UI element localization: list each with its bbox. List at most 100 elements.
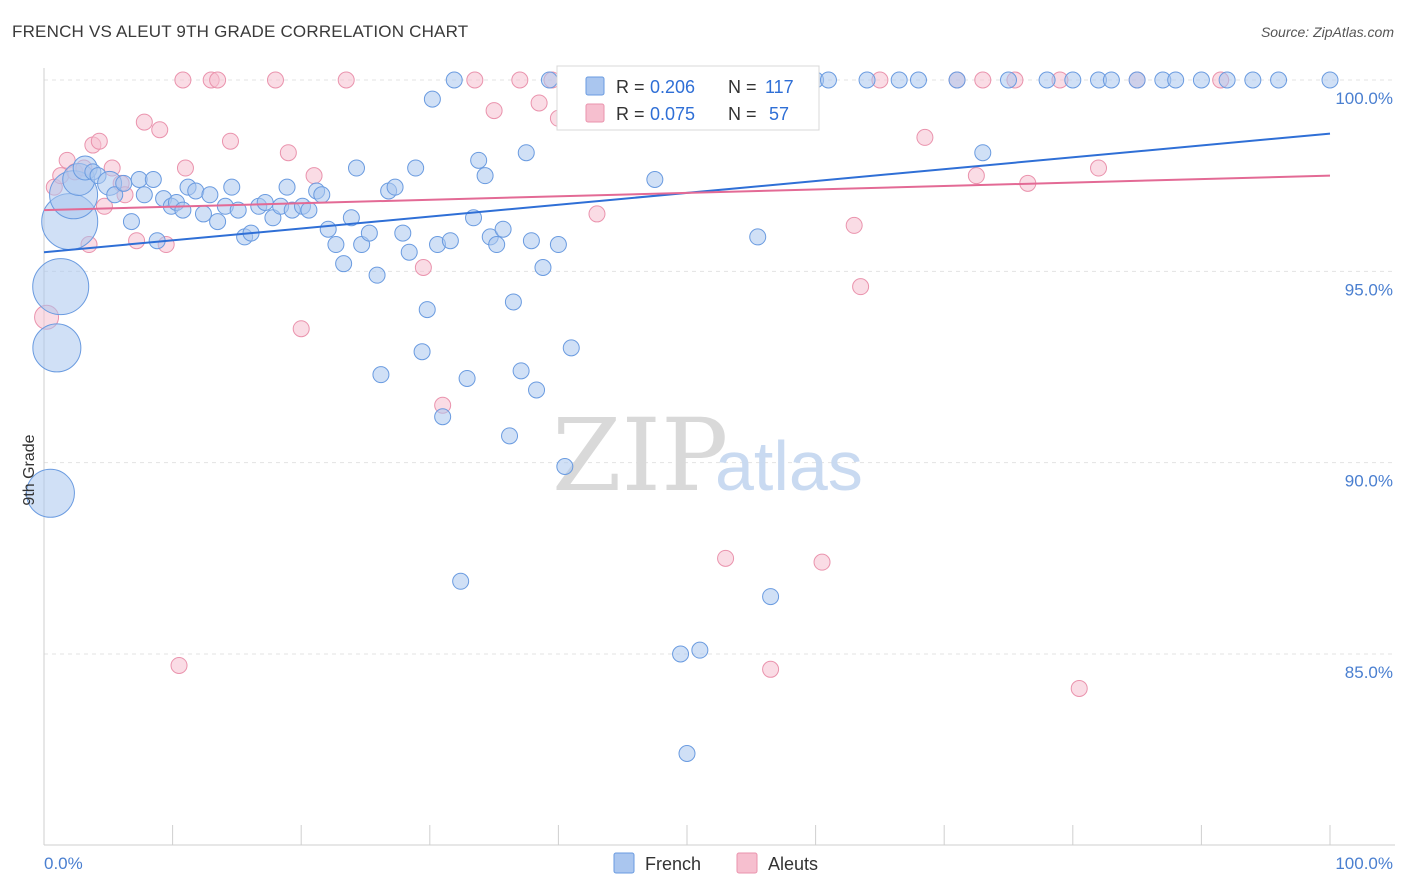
legend-swatch-french — [585, 76, 605, 96]
french-point — [1102, 71, 1120, 89]
aleuts-point — [1090, 159, 1108, 177]
legend-r-value-french: 0.206 — [650, 77, 695, 97]
french-point — [32, 323, 82, 373]
french-point — [1270, 71, 1288, 89]
french-point — [418, 301, 436, 319]
watermark-atlas: atlas — [715, 427, 863, 505]
french-point — [691, 641, 709, 659]
french-point — [1321, 71, 1339, 89]
y-tick-label: 95.0% — [1345, 280, 1393, 299]
french-point — [646, 170, 664, 188]
french-point — [342, 209, 360, 227]
aleuts-point — [95, 197, 113, 215]
aleuts-point — [974, 71, 992, 89]
series-legend: French Aleuts — [613, 852, 818, 874]
french-point — [890, 71, 908, 89]
french-point — [819, 71, 837, 89]
french-point — [749, 228, 767, 246]
aleuts-point — [813, 553, 831, 571]
french-point — [1218, 71, 1236, 89]
aleuts-point — [174, 71, 192, 89]
aleuts-point — [170, 656, 188, 674]
french-point — [441, 232, 459, 250]
french-point — [135, 186, 153, 204]
legend-r-label-french: R = — [616, 77, 645, 97]
grid-lines — [44, 79, 1395, 655]
source-credit: Source: ZipAtlas.com — [1260, 24, 1394, 40]
aleuts-point — [845, 216, 863, 234]
aleuts-point — [762, 660, 780, 678]
french-point — [423, 90, 441, 108]
aleuts-point — [90, 132, 108, 150]
aleuts-point — [279, 144, 297, 162]
french-point — [327, 236, 345, 254]
aleuts-point — [967, 167, 985, 185]
french-point — [504, 293, 522, 311]
french-point — [512, 362, 530, 380]
aleuts-point — [337, 71, 355, 89]
aleuts-point — [852, 278, 870, 296]
bottom-legend-swatch-french — [613, 852, 635, 874]
french-point — [522, 232, 540, 250]
french-point — [313, 186, 331, 204]
french-point — [1167, 71, 1185, 89]
french-point — [909, 71, 927, 89]
french-point — [974, 144, 992, 162]
aleuts-point — [485, 102, 503, 120]
legend-n-label-french: N = — [728, 77, 757, 97]
french-point — [319, 220, 337, 238]
french-point — [494, 220, 512, 238]
french-point — [347, 159, 365, 177]
french-point — [300, 201, 318, 219]
french-point — [1064, 71, 1082, 89]
french-point — [562, 339, 580, 357]
french-point — [223, 178, 241, 196]
aleuts-point — [305, 167, 323, 185]
aleuts-point — [466, 71, 484, 89]
french-point — [528, 381, 546, 399]
legend-r-value-aleuts: 0.075 — [650, 104, 695, 124]
aleuts-point — [266, 71, 284, 89]
french-point — [948, 71, 966, 89]
aleuts-point — [1070, 679, 1088, 697]
french-point — [1128, 71, 1146, 89]
x-tick-label: 0.0% — [44, 854, 83, 873]
chart-title: FRENCH VS ALEUT 9TH GRADE CORRELATION CH… — [12, 22, 469, 41]
french-point — [556, 457, 574, 475]
french-point — [1038, 71, 1056, 89]
legend-r-label-aleuts: R = — [616, 104, 645, 124]
aleuts-point — [414, 259, 432, 277]
legend-n-value-aleuts: 57 — [769, 104, 789, 124]
french-point — [476, 167, 494, 185]
aleuts-point — [135, 113, 153, 131]
watermark: ZIP atlas — [552, 397, 863, 514]
french-point — [540, 71, 558, 89]
aleuts-point — [530, 94, 548, 112]
tick-labels: 85.0% 90.0% 95.0% 100.0% 0.0% 100.0% — [44, 89, 1393, 873]
french-point — [25, 468, 75, 518]
axes — [43, 68, 1395, 846]
bottom-legend-french: French — [645, 854, 701, 874]
aleuts-point — [176, 159, 194, 177]
aleuts-trend-line — [43, 174, 1331, 212]
french-point — [672, 645, 690, 663]
french-point — [452, 572, 470, 590]
french-point — [488, 236, 506, 254]
aleuts-point — [511, 71, 529, 89]
french-point — [445, 71, 463, 89]
french-point — [394, 224, 412, 242]
aleuts-point — [292, 320, 310, 338]
french-point — [517, 144, 535, 162]
french-point — [256, 193, 274, 211]
watermark-zip: ZIP — [552, 397, 728, 514]
y-tick-label: 90.0% — [1345, 472, 1393, 491]
french-point — [762, 588, 780, 606]
french-point — [122, 213, 140, 231]
french-point — [335, 255, 353, 273]
aleuts-point — [221, 132, 239, 150]
y-tick-label: 85.0% — [1345, 663, 1393, 682]
french-point — [130, 170, 148, 188]
y-axis-label: 9th Grade — [21, 434, 38, 505]
french-point — [360, 224, 378, 242]
aleuts-point — [717, 549, 735, 567]
